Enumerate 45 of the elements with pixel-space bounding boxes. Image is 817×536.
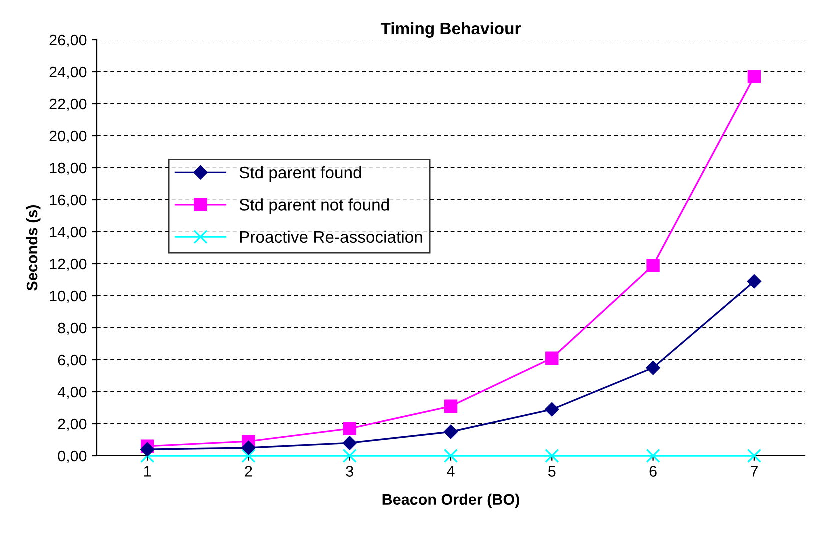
legend-label: Proactive Re-association (240, 230, 422, 244)
y-axis-title: Seconds (s) (26, 205, 41, 291)
point (546, 352, 559, 365)
y-tick-label: 24,00 (50, 66, 87, 80)
y-tick-label: 4,00 (58, 386, 87, 400)
point (242, 448, 256, 464)
point (241, 440, 256, 456)
x-tick-label: 6 (650, 466, 657, 477)
point (646, 259, 660, 272)
point (140, 442, 155, 457)
x-axis-title: Beacon Order (BO) (382, 494, 520, 508)
point (444, 424, 458, 440)
x-tick-label: 5 (548, 466, 556, 477)
point (444, 400, 458, 413)
point (545, 448, 560, 464)
x-tick-label: 7 (750, 466, 758, 477)
y-tick-label: 20,00 (50, 130, 87, 144)
point (646, 360, 661, 376)
x-tick-label: 2 (245, 466, 252, 477)
y-tick-label: 6,00 (58, 354, 87, 368)
point (747, 274, 762, 289)
point (748, 70, 762, 84)
x-tick-label: 1 (144, 466, 152, 477)
y-tick-label: 8,00 (58, 322, 87, 336)
y-tick-label: 12,00 (50, 258, 87, 272)
x-tick-label: 3 (346, 466, 354, 477)
point (342, 436, 358, 450)
point (747, 448, 762, 464)
point (342, 448, 357, 464)
y-tick-label: 0,00 (58, 450, 87, 464)
y-tick-label: 14,00 (50, 226, 87, 240)
chart-title: Timing Behaviour (380, 22, 521, 38)
y-tick-label: 18,00 (50, 162, 87, 176)
point (444, 448, 458, 464)
point (646, 448, 660, 464)
legend-label: Std parent found (240, 166, 362, 182)
legend-label: Std parent not found (240, 198, 390, 214)
x-tick-label: 4 (447, 466, 455, 477)
y-tick-label: 26,00 (50, 34, 87, 48)
y-tick-label: 10,00 (50, 290, 87, 304)
point (343, 422, 356, 436)
y-tick-label: 2,00 (58, 418, 87, 432)
y-tick-label: 16,00 (50, 194, 87, 208)
y-tick-label: 22,00 (50, 98, 87, 112)
point (544, 402, 560, 417)
